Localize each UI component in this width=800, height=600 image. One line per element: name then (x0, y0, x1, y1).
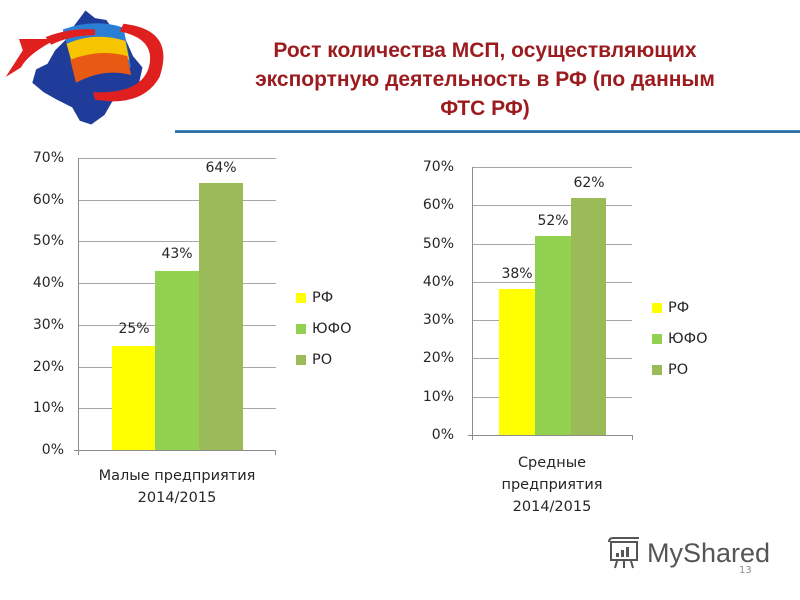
presentation-board-icon (608, 537, 639, 569)
myshared-watermark[interactable]: MyShared (607, 536, 770, 570)
ytick-50: 50% (422, 236, 454, 252)
ytick-20: 20% (32, 359, 64, 375)
gridline-70 (78, 158, 276, 159)
slide-title-line-1: Рост количества МСП, осуществляющих (273, 39, 697, 62)
gridline-70 (472, 167, 632, 168)
legend: РФ ЮФО РО (652, 292, 708, 385)
gridline-60 (472, 205, 632, 206)
legend-swatch-ro (652, 364, 662, 375)
bar-ro (199, 183, 243, 450)
bar-rf (499, 289, 535, 435)
ytick-70: 70% (422, 159, 454, 175)
ytick-30: 30% (32, 317, 64, 333)
slide-title: Рост количества МСП, осуществляющих эксп… (215, 36, 755, 123)
bar-ro (571, 198, 606, 435)
bar-rf (112, 346, 155, 450)
x-axis (74, 450, 276, 451)
bar-label-ro: 64% (205, 160, 237, 176)
ytick-0: 0% (41, 442, 64, 458)
gridline-60 (78, 200, 276, 201)
bar-yufo (155, 271, 199, 450)
ytick-30: 30% (422, 312, 454, 328)
ytick-40: 40% (32, 275, 64, 291)
x-axis-end-tick (275, 450, 276, 455)
bar-label-yufo: 43% (161, 246, 193, 262)
legend-item-ro: РО (652, 354, 708, 385)
ytick-40: 40% (422, 274, 454, 290)
legend-swatch-yufo (296, 323, 306, 334)
ytick-50: 50% (32, 233, 64, 249)
y-axis (472, 167, 473, 440)
legend-swatch-rf (296, 292, 306, 303)
region-flag-arrow-logo (5, 10, 164, 125)
ytick-10: 10% (32, 400, 64, 416)
ytick-60: 60% (32, 192, 64, 208)
category-label: Малые предприятия 2014/2015 (98, 468, 256, 506)
ytick-60: 60% (422, 197, 454, 213)
title-underline (175, 130, 800, 133)
legend-item-rf: РФ (296, 282, 352, 313)
ytick-0: 0% (431, 427, 454, 443)
slide-number: 13 (739, 565, 752, 576)
bar-label-rf: 25% (118, 321, 150, 337)
ytick-70: 70% (32, 150, 64, 166)
legend-item-yufo: ЮФО (296, 313, 352, 344)
ytick-20: 20% (422, 350, 454, 366)
slide-title-line-2: экспортную деятельность в РФ (по данным (255, 68, 715, 91)
legend-item-rf: РФ (652, 292, 708, 323)
ytick-10: 10% (422, 389, 454, 405)
x-axis-end-tick (632, 435, 633, 440)
watermark-text: MyShared (647, 537, 771, 568)
legend-item-yufo: ЮФО (652, 323, 708, 354)
bar-label-rf: 38% (501, 266, 533, 282)
legend-swatch-ro (296, 354, 306, 365)
legend-item-ro: РО (296, 344, 352, 375)
legend-swatch-rf (652, 302, 662, 313)
bar-yufo (535, 236, 571, 435)
legend-swatch-yufo (652, 333, 662, 344)
category-label: Средные предприятия 2014/2015 (501, 455, 603, 515)
x-axis (468, 435, 632, 436)
gridline-50 (78, 241, 276, 242)
slide-title-line-3: ФТС РФ) (440, 97, 530, 120)
bar-label-ro: 62% (573, 175, 605, 191)
bar-label-yufo: 52% (537, 213, 569, 229)
legend: РФ ЮФО РО (296, 282, 352, 375)
y-axis (78, 158, 79, 455)
